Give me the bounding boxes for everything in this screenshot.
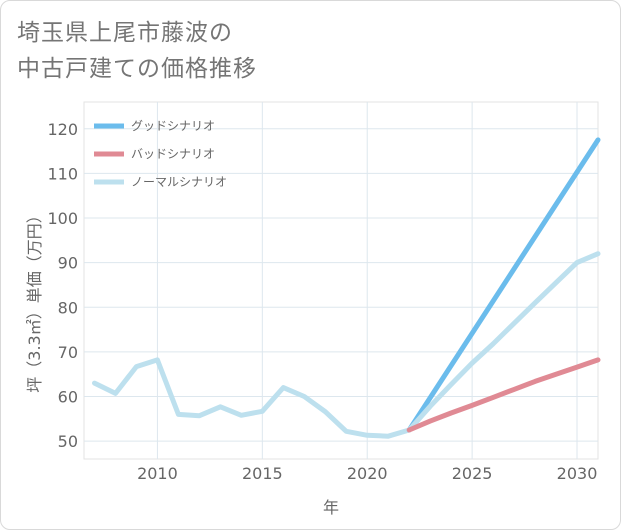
chart-title-line-2: 中古戸建ての価格推移 [17,56,257,82]
legend-label: バッドシナリオ [131,147,215,161]
plot-area [83,101,599,460]
y-tick-label: 110 [47,164,78,183]
x-axis-title: 年 [323,498,339,517]
y-axis-title: 坪（3.3㎡）単価（万円） [25,207,44,392]
x-tick-label: 2015 [242,464,283,483]
y-tick-label: 120 [47,120,78,139]
y-tick-label: 70 [58,343,78,362]
series-line-normal [92,251,601,439]
x-tick-label: 2030 [557,464,598,483]
y-gridlines [84,128,598,442]
y-tick-label: 50 [58,432,78,451]
x-tick-labels: 2010 2015 2020 2025 2030 [137,464,597,483]
chart-title-line-1: 埼玉県上尾市藤波の [17,20,233,46]
y-tick-label: 90 [58,254,78,273]
x-tick-label: 2025 [452,464,493,483]
x-tick-label: 2020 [347,464,388,483]
x-tick-label: 2010 [137,464,178,483]
y-tick-labels: 50 60 70 80 90 100 110 120 [47,120,78,451]
legend-label: グッドシナリオ [131,119,215,133]
series-line-good [406,137,601,433]
y-tick-label: 80 [58,298,78,317]
series-line-bad [406,357,601,433]
y-tick-label: 60 [58,388,78,407]
series-layer [92,137,601,439]
y-tick-label: 100 [47,209,78,228]
chart-title: 埼玉県上尾市藤波の 中古戸建ての価格推移 [17,15,577,87]
x-gridlines [156,102,578,459]
legend-label: ノーマルシナリオ [131,175,227,189]
